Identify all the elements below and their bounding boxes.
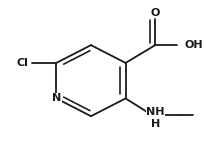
Text: OH: OH bbox=[185, 40, 204, 50]
Text: N: N bbox=[52, 93, 61, 103]
Text: Cl: Cl bbox=[17, 58, 29, 68]
Text: NH: NH bbox=[146, 107, 164, 118]
Text: H: H bbox=[151, 119, 160, 129]
Text: O: O bbox=[151, 8, 160, 18]
